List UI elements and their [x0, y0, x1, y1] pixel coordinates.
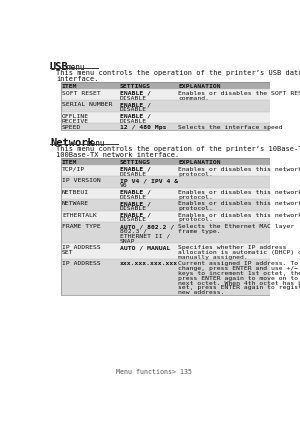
Text: command.: command. [178, 95, 209, 101]
Text: protocol.: protocol. [178, 171, 213, 176]
Text: This menu controls the operation of the printer’s USB data: This menu controls the operation of the … [56, 70, 300, 76]
Text: ENABLE /: ENABLE / [120, 102, 151, 107]
Text: EXPLANATION: EXPLANATION [178, 159, 221, 164]
FancyBboxPatch shape [61, 260, 276, 295]
Text: V6: V6 [120, 183, 128, 187]
Text: protocol.: protocol. [178, 194, 213, 199]
Text: ETHERNET II /: ETHERNET II / [120, 233, 170, 238]
Text: set, press ENTER again to register: set, press ENTER again to register [178, 285, 300, 290]
Text: SPEED: SPEED [62, 125, 81, 130]
Text: DISABLE: DISABLE [120, 205, 147, 210]
Text: xxx.xxx.xxx.xxx: xxx.xxx.xxx.xxx [120, 261, 178, 266]
Text: ITEM: ITEM [62, 84, 77, 89]
Text: AUTO / 802.2 /: AUTO / 802.2 / [120, 224, 174, 229]
Text: 100Base-TX network interface.: 100Base-TX network interface. [56, 151, 179, 157]
Text: EXPLANATION: EXPLANATION [178, 84, 221, 89]
Text: RECEIVE: RECEIVE [62, 118, 89, 124]
Text: NETWARE: NETWARE [62, 201, 89, 206]
Text: USB: USB [50, 62, 69, 72]
Text: protocol.: protocol. [178, 205, 213, 210]
Text: SNAP: SNAP [120, 238, 136, 243]
FancyBboxPatch shape [61, 200, 276, 211]
FancyBboxPatch shape [61, 244, 276, 260]
Text: new address.: new address. [178, 289, 225, 294]
Text: protocol.: protocol. [178, 217, 213, 222]
Text: ENABLE /: ENABLE / [120, 212, 151, 217]
Text: SOFT RESET: SOFT RESET [62, 91, 101, 96]
Text: 802.3 /: 802.3 / [120, 228, 147, 233]
Text: ITEM: ITEM [62, 159, 77, 164]
Text: DISABLE: DISABLE [120, 107, 147, 112]
FancyBboxPatch shape [61, 112, 276, 124]
Text: keys to increment 1st octet, then: keys to increment 1st octet, then [178, 271, 300, 275]
FancyBboxPatch shape [61, 101, 276, 112]
Text: ETHERTALK: ETHERTALK [62, 212, 97, 217]
Text: Network: Network [50, 138, 94, 147]
Text: Selects the Ethernet MAC layer: Selects the Ethernet MAC layer [178, 224, 295, 229]
FancyBboxPatch shape [61, 83, 276, 89]
Text: frame type.: frame type. [178, 228, 221, 233]
Text: DISABLE: DISABLE [120, 118, 147, 124]
Text: NETBEUI: NETBEUI [62, 189, 89, 194]
Text: SETTINGS: SETTINGS [120, 84, 151, 89]
Text: change, press ENTER and use +/−: change, press ENTER and use +/− [178, 265, 298, 271]
Text: TCP/IP: TCP/IP [62, 167, 85, 171]
Text: ENABLE /: ENABLE / [120, 114, 151, 118]
Text: Selects the interface speed: Selects the interface speed [178, 125, 283, 130]
FancyBboxPatch shape [61, 89, 276, 101]
Text: SET: SET [62, 249, 74, 254]
FancyBboxPatch shape [61, 188, 276, 200]
Text: Enables or disables this network: Enables or disables this network [178, 201, 300, 206]
Text: DISABLE: DISABLE [120, 217, 147, 222]
Text: Enables or disables the SOFT RESET: Enables or disables the SOFT RESET [178, 91, 300, 96]
FancyBboxPatch shape [61, 165, 276, 177]
Text: This menu controls the operation of the printer’s 10Base-T/: This menu controls the operation of the … [56, 146, 300, 152]
Text: SETTINGS: SETTINGS [120, 159, 151, 164]
Text: IP V4 / IPV 4 &: IP V4 / IPV 4 & [120, 178, 178, 183]
Text: press ENTER again to move on to: press ENTER again to move on to [178, 275, 298, 280]
Text: ENABLE /: ENABLE / [120, 167, 151, 171]
Text: menu: menu [87, 139, 106, 148]
Text: Enables or disables this network: Enables or disables this network [178, 212, 300, 217]
Text: IP VERSION: IP VERSION [62, 178, 101, 183]
Text: manually assigned.: manually assigned. [178, 254, 248, 259]
Text: allocation is automatic (DHCP) or: allocation is automatic (DHCP) or [178, 249, 300, 254]
Text: Specifies whether IP address: Specifies whether IP address [178, 245, 287, 250]
Text: next octet. When 4th octet has been: next octet. When 4th octet has been [178, 280, 300, 285]
FancyBboxPatch shape [61, 211, 276, 222]
Text: Enables or disables this network: Enables or disables this network [178, 189, 300, 194]
Text: Menu functions> 135: Menu functions> 135 [116, 368, 192, 374]
Text: 12 / 480 Mps: 12 / 480 Mps [120, 125, 166, 130]
Text: IP ADDRESS: IP ADDRESS [62, 261, 101, 266]
FancyBboxPatch shape [61, 222, 276, 244]
Text: OFFLINE: OFFLINE [62, 114, 89, 118]
Text: FRAME TYPE: FRAME TYPE [62, 224, 101, 229]
Text: interface.: interface. [56, 75, 99, 81]
FancyBboxPatch shape [61, 177, 276, 188]
FancyBboxPatch shape [61, 159, 276, 165]
Text: SERIAL NUMBER: SERIAL NUMBER [62, 102, 112, 107]
Text: IP ADDRESS: IP ADDRESS [62, 245, 101, 250]
Text: ENABLE /: ENABLE / [120, 189, 151, 194]
Text: DISABLE: DISABLE [120, 171, 147, 176]
Text: DISABLE: DISABLE [120, 95, 147, 101]
Text: Enables or disables this network: Enables or disables this network [178, 167, 300, 171]
Text: menu: menu [67, 63, 86, 72]
FancyBboxPatch shape [61, 124, 276, 131]
Text: ENABLE /: ENABLE / [120, 201, 151, 206]
Text: ENABLE /: ENABLE / [120, 91, 151, 96]
Text: AUTO / MANUAL: AUTO / MANUAL [120, 245, 170, 250]
Text: DISABLE: DISABLE [120, 194, 147, 199]
Text: Current assigned IP address. To: Current assigned IP address. To [178, 261, 298, 266]
